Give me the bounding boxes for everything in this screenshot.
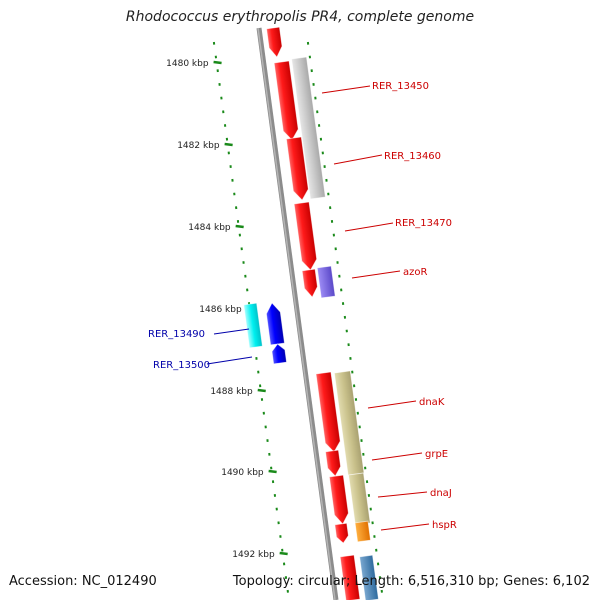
ruler-label: 1480 kbp xyxy=(166,59,209,69)
label-leader-line xyxy=(213,328,250,335)
cog-category[interactable] xyxy=(354,520,371,543)
cog-category[interactable] xyxy=(291,56,326,200)
label-leaders xyxy=(206,85,430,531)
ruler-label: 1488 kbp xyxy=(210,387,253,397)
gene-label[interactable]: RER_13490 xyxy=(148,329,205,340)
cds-forward[interactable] xyxy=(285,136,309,201)
cog-category[interactable] xyxy=(333,370,365,476)
backbone-highlight xyxy=(257,27,336,600)
major-tick xyxy=(279,551,288,556)
map-title: Rhodococcus erythropolis PR4, complete g… xyxy=(125,9,475,25)
cds-reverse[interactable] xyxy=(265,302,285,346)
gene-label[interactable]: grpE xyxy=(425,449,448,460)
cog-category[interactable] xyxy=(316,265,336,299)
gene-label[interactable]: RER_13500 xyxy=(153,360,210,371)
ruler-label: 1490 kbp xyxy=(221,468,264,478)
cog-category[interactable] xyxy=(348,472,371,526)
cds-reverse[interactable] xyxy=(271,343,287,365)
cds-forward[interactable] xyxy=(273,60,299,141)
gene-label[interactable]: hspR xyxy=(432,520,457,531)
backbone-line xyxy=(256,27,339,600)
ruler-labels: 1480 kbp 1482 kbp 1484 kbp 1486 kbp 1488 kbp… xyxy=(166,59,275,560)
gene-label[interactable]: azoR xyxy=(403,267,427,278)
label-leader-line xyxy=(367,400,417,409)
gene-label[interactable]: RER_13460 xyxy=(384,151,441,162)
cds-forward[interactable] xyxy=(339,554,361,600)
feature-track xyxy=(243,26,379,600)
major-tick xyxy=(268,469,277,474)
major-tick xyxy=(224,142,233,147)
label-leader-line xyxy=(321,85,371,94)
cds-forward[interactable] xyxy=(325,449,342,477)
label-leader-line xyxy=(351,270,401,279)
cds-forward[interactable] xyxy=(328,474,349,525)
label-leader-line xyxy=(344,222,394,232)
ruler-label: 1482 kbp xyxy=(177,141,220,151)
major-tick xyxy=(235,224,244,229)
label-leader-line xyxy=(206,356,253,365)
gene-label[interactable]: RER_13470 xyxy=(395,218,452,229)
label-leader-line xyxy=(377,491,428,498)
cds-forward[interactable] xyxy=(334,522,349,544)
ruler-ticks xyxy=(212,41,383,593)
cds-forward[interactable] xyxy=(301,268,319,298)
gene-label[interactable]: RER_13450 xyxy=(372,81,429,92)
major-tick xyxy=(213,60,222,65)
ruler-label: 1492 kbp xyxy=(232,550,275,560)
cds-forward[interactable] xyxy=(266,26,284,58)
gene-label[interactable]: dnaJ xyxy=(430,488,452,499)
cog-category[interactable] xyxy=(359,554,379,600)
label-leader-line xyxy=(333,154,383,165)
topology-text: Topology: circular; Length: 6,516,310 bp… xyxy=(232,574,590,589)
gene-label[interactable]: dnaK xyxy=(419,397,445,408)
ruler-label: 1486 kbp xyxy=(199,305,242,315)
major-tick xyxy=(257,388,266,393)
cds-forward[interactable] xyxy=(315,371,342,453)
accession-text: Accession: NC_012490 xyxy=(9,574,157,589)
ruler-label: 1484 kbp xyxy=(188,223,231,233)
label-leader-line xyxy=(371,452,423,461)
cds-forward[interactable] xyxy=(293,201,318,271)
label-leader-line xyxy=(380,523,430,531)
cog-category[interactable] xyxy=(243,302,263,349)
